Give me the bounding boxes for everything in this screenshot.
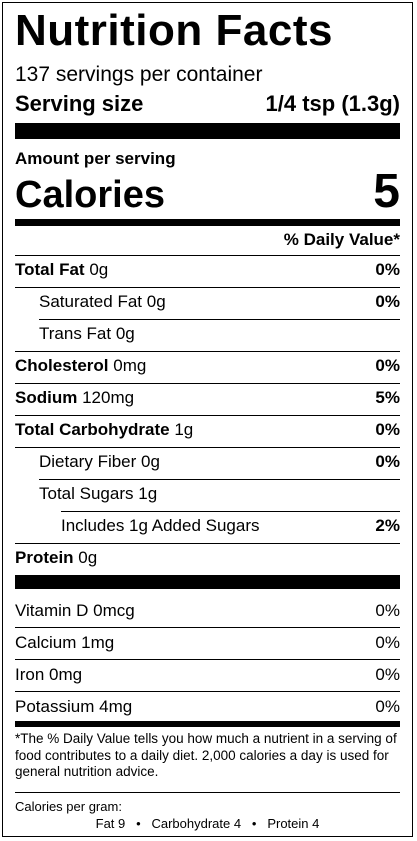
footnote-divider <box>15 721 400 727</box>
daily-value-footnote: *The % Daily Value tells you how much a … <box>15 731 397 779</box>
nutrient-row-dietary-fiber: Dietary Fiber 0g 0% <box>15 451 400 473</box>
servings-per-container: 137 servings per container <box>15 63 263 86</box>
serving-size-label: Serving size <box>15 91 144 116</box>
nutrient-row-protein: Protein 0g <box>15 547 400 569</box>
nutrient-dv-total-carbohydrate: 0% <box>375 420 400 439</box>
vitamin-name-potassium: Potassium <box>15 697 95 716</box>
nutrient-text-total-carbohydrate: Total Carbohydrate 1g <box>15 419 193 441</box>
nutrient-text-includes-1g-added-sugars: Includes 1g Added Sugars <box>15 515 259 537</box>
nutrient-amount-total-carbohydrate: 1g <box>174 420 194 439</box>
nutrient-row-saturated-fat: Saturated Fat 0g 0% <box>15 291 400 313</box>
vitamin-amount-potassium: 4mg <box>99 697 133 716</box>
nutrient-dv-saturated-fat: 0% <box>375 292 400 311</box>
daily-value-header: % Daily Value* <box>283 230 400 249</box>
nutrient-name-protein: Protein <box>15 548 74 567</box>
vitamin-name-iron: Iron <box>15 665 45 684</box>
vitamin-row-calcium: Calcium 1mg 0% <box>15 632 400 654</box>
label-content: Nutrition Facts 137 servings per contain… <box>15 3 400 836</box>
vitamin-amount-calcium: 1mg <box>81 633 115 652</box>
nutrient-amount-saturated-fat: 0g <box>146 292 166 311</box>
serving-size-value: 1/4 tsp (1.3g) <box>265 91 400 116</box>
row-separator-cholesterol <box>15 351 400 352</box>
nutrient-text-saturated-fat: Saturated Fat 0g <box>15 291 166 313</box>
nutrient-amount-sodium: 120mg <box>82 388 135 407</box>
row-separator-total-fat <box>15 255 400 256</box>
nutrient-dv-includes-1g-added-sugars: 2% <box>375 516 400 535</box>
medium-divider <box>15 219 400 226</box>
row-separator-saturated-fat <box>15 287 400 288</box>
amount-per-serving: Amount per serving <box>15 149 176 168</box>
row-separator-trans-fat <box>39 319 400 320</box>
nutrient-name-total-sugars: Total Sugars <box>39 484 134 503</box>
vitamin-text-vitamin-d: Vitamin D 0mcg <box>15 600 135 622</box>
nutrient-text-dietary-fiber: Dietary Fiber 0g <box>15 451 160 473</box>
nutrient-amount-total-fat: 0g <box>89 260 109 279</box>
nutrient-row-includes-1g-added-sugars: Includes 1g Added Sugars 2% <box>15 515 400 537</box>
vitamin-name-calcium: Calcium <box>15 633 77 652</box>
nutrient-row-cholesterol: Cholesterol 0mg 0% <box>15 355 400 377</box>
footnote-bottom-line <box>15 792 400 793</box>
nutrient-name-trans-fat: Trans Fat <box>39 324 112 343</box>
row-separator-includes-1g-added-sugars <box>61 511 400 512</box>
label-title: Nutrition Facts <box>15 6 333 55</box>
vitamin-text-calcium: Calcium 1mg <box>15 632 114 654</box>
nutrient-name-includes-1g-added-sugars: Includes 1g Added Sugars <box>61 516 260 535</box>
row-separator-total-carbohydrate <box>15 415 400 416</box>
vitamin-amount-vitamin-d: 0mcg <box>93 601 135 620</box>
row-separator-iron <box>15 659 400 660</box>
nutrient-text-trans-fat: Trans Fat 0g <box>15 323 135 345</box>
nutrient-amount-trans-fat: 0g <box>115 324 135 343</box>
vitamin-text-potassium: Potassium 4mg <box>15 696 132 718</box>
nutrient-dv-dietary-fiber: 0% <box>375 452 400 471</box>
vitamin-dv-calcium: 0% <box>375 633 400 652</box>
nutrient-row-total-sugars: Total Sugars 1g <box>15 483 400 505</box>
nutrient-dv-total-fat: 0% <box>375 260 400 279</box>
nutrient-name-total-fat: Total Fat <box>15 260 85 279</box>
vitamin-name-vitamin-d: Vitamin D <box>15 601 89 620</box>
thick-divider-vitamins <box>15 575 400 589</box>
nutrient-text-protein: Protein 0g <box>15 547 97 569</box>
nutrient-amount-protein: 0g <box>78 548 98 567</box>
row-separator-protein <box>15 543 400 544</box>
thick-divider <box>15 123 400 139</box>
nutrient-row-sodium: Sodium 120mg 5% <box>15 387 400 409</box>
vitamin-amount-iron: 0mg <box>49 665 83 684</box>
nutrient-row-total-fat: Total Fat 0g 0% <box>15 259 400 281</box>
nutrient-name-cholesterol: Cholesterol <box>15 356 109 375</box>
nutrition-facts-label: Nutrition Facts 137 servings per contain… <box>2 2 413 837</box>
nutrient-text-total-fat: Total Fat 0g <box>15 259 108 281</box>
nutrient-text-sodium: Sodium 120mg <box>15 387 134 409</box>
nutrient-text-cholesterol: Cholesterol 0mg <box>15 355 146 377</box>
vitamin-text-iron: Iron 0mg <box>15 664 82 686</box>
nutrient-text-total-sugars: Total Sugars 1g <box>15 483 157 505</box>
vitamin-row-iron: Iron 0mg 0% <box>15 664 400 686</box>
row-separator-potassium <box>15 691 400 692</box>
nutrient-row-trans-fat: Trans Fat 0g <box>15 323 400 345</box>
calories-value: 5 <box>373 165 400 218</box>
vitamin-row-vitamin-d: Vitamin D 0mcg 0% <box>15 600 400 622</box>
nutrient-name-sodium: Sodium <box>15 388 78 407</box>
vitamin-dv-iron: 0% <box>375 665 400 684</box>
nutrient-dv-cholesterol: 0% <box>375 356 400 375</box>
nutrient-row-total-carbohydrate: Total Carbohydrate 1g 0% <box>15 419 400 441</box>
nutrient-name-dietary-fiber: Dietary Fiber <box>39 452 137 471</box>
calories-label: Calories <box>15 174 165 216</box>
calories-per-gram-label: Calories per gram: <box>15 799 122 814</box>
row-separator-calcium <box>15 627 400 628</box>
nutrient-name-total-carbohydrate: Total Carbohydrate <box>15 420 170 439</box>
vitamin-row-potassium: Potassium 4mg 0% <box>15 696 400 718</box>
nutrient-amount-cholesterol: 0mg <box>113 356 147 375</box>
calories-per-gram-values: Fat 9 • Carbohydrate 4 • Protein 4 <box>95 816 320 831</box>
row-separator-sodium <box>15 383 400 384</box>
nutrient-name-saturated-fat: Saturated Fat <box>39 292 143 311</box>
nutrient-amount-dietary-fiber: 0g <box>141 452 160 471</box>
row-separator-dietary-fiber <box>15 447 400 448</box>
row-separator-total-sugars <box>39 479 400 480</box>
nutrient-dv-sodium: 5% <box>375 388 400 407</box>
serving-size-row: Serving size 1/4 tsp (1.3g) <box>15 91 400 117</box>
calories-row: Calories 5 <box>15 167 400 220</box>
vitamin-dv-potassium: 0% <box>375 697 400 716</box>
nutrient-amount-total-sugars: 1g <box>138 484 158 503</box>
vitamin-dv-vitamin-d: 0% <box>375 601 400 620</box>
